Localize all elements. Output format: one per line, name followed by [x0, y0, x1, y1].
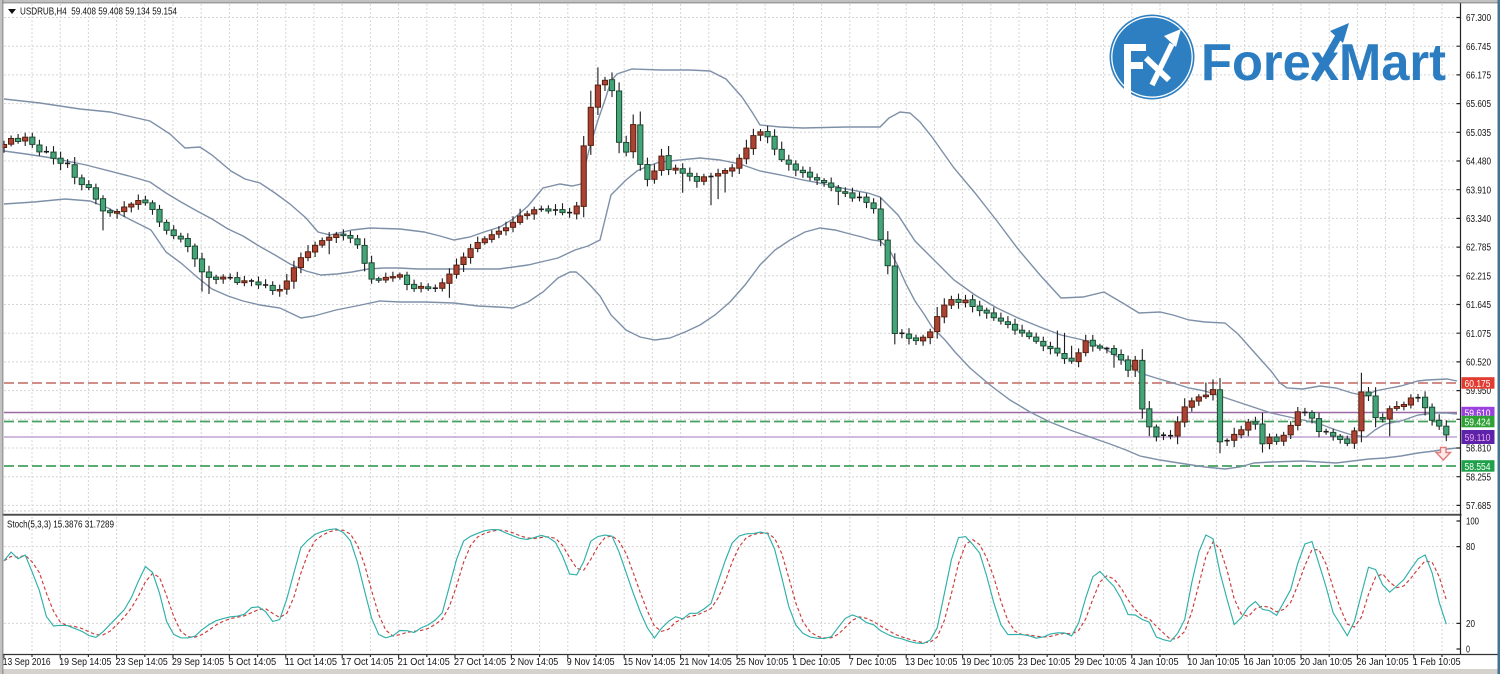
svg-text:58.255: 58.255	[1466, 472, 1491, 483]
svg-text:1 Dec 10:05: 1 Dec 10:05	[792, 656, 840, 668]
svg-text:20: 20	[1466, 618, 1475, 630]
svg-text:59.610: 59.610	[1465, 408, 1491, 419]
svg-text:60.175: 60.175	[1465, 379, 1491, 390]
svg-text:13 Sep 2016: 13 Sep 2016	[3, 656, 51, 668]
svg-text:0: 0	[1466, 644, 1470, 656]
svg-text:59.110: 59.110	[1465, 433, 1491, 444]
svg-text:64.480: 64.480	[1466, 157, 1491, 168]
svg-text:17 Oct 14:05: 17 Oct 14:05	[341, 656, 393, 668]
svg-text:59.950: 59.950	[1466, 386, 1491, 397]
svg-text:59.424: 59.424	[1465, 417, 1491, 428]
svg-text:63.340: 63.340	[1466, 214, 1491, 225]
svg-text:10 Jan 10:05: 10 Jan 10:05	[1187, 656, 1239, 668]
svg-text:58.810: 58.810	[1466, 444, 1491, 455]
svg-text:23 Dec 10:05: 23 Dec 10:05	[1018, 656, 1070, 668]
svg-text:61.645: 61.645	[1466, 300, 1491, 311]
svg-text:2 Nov 14:05: 2 Nov 14:05	[510, 656, 558, 668]
svg-text:15 Nov 14:05: 15 Nov 14:05	[623, 656, 675, 668]
svg-text:4 Jan 10:05: 4 Jan 10:05	[1131, 656, 1179, 668]
svg-text:9 Nov 14:05: 9 Nov 14:05	[567, 656, 615, 668]
svg-text:USDRUB,H4 59.408 59.408 59.13: USDRUB,H4 59.408 59.408 59.134 59.154	[20, 6, 177, 18]
svg-text:63.910: 63.910	[1466, 185, 1491, 196]
svg-text:23 Sep 14:05: 23 Sep 14:05	[116, 656, 168, 668]
svg-text:20 Jan 10:05: 20 Jan 10:05	[1300, 656, 1352, 668]
svg-text:80: 80	[1466, 541, 1475, 553]
svg-text:61.075: 61.075	[1466, 329, 1491, 340]
svg-text:100: 100	[1466, 516, 1479, 528]
svg-text:60.520: 60.520	[1466, 358, 1491, 369]
svg-text:21 Oct 14:05: 21 Oct 14:05	[398, 656, 450, 668]
svg-text:67.300: 67.300	[1466, 13, 1491, 24]
svg-text:1 Feb 10:05: 1 Feb 10:05	[1413, 656, 1461, 668]
svg-text:19 Sep 14:05: 19 Sep 14:05	[59, 656, 111, 668]
svg-text:29 Sep 14:05: 29 Sep 14:05	[172, 656, 224, 668]
svg-text:11 Oct 14:05: 11 Oct 14:05	[285, 656, 337, 668]
svg-text:65.605: 65.605	[1466, 99, 1491, 110]
svg-text:19 Dec 10:05: 19 Dec 10:05	[962, 656, 1014, 668]
svg-text:57.685: 57.685	[1466, 501, 1491, 512]
svg-text:27 Oct 14:05: 27 Oct 14:05	[454, 656, 506, 668]
svg-text:26 Jan 10:05: 26 Jan 10:05	[1356, 656, 1408, 668]
svg-text:Stoch(5,3,3) 15.3876 31.7289: Stoch(5,3,3) 15.3876 31.7289	[7, 520, 114, 531]
svg-text:5 Oct 14:05: 5 Oct 14:05	[228, 656, 276, 668]
svg-text:16 Jan 10:05: 16 Jan 10:05	[1244, 656, 1296, 668]
svg-text:62.215: 62.215	[1466, 271, 1491, 282]
svg-text:66.745: 66.745	[1466, 42, 1491, 53]
svg-text:29 Dec 10:05: 29 Dec 10:05	[1074, 656, 1126, 668]
svg-text:58.554: 58.554	[1465, 462, 1491, 473]
svg-text:7 Dec 10:05: 7 Dec 10:05	[849, 656, 897, 668]
svg-text:66.175: 66.175	[1466, 71, 1491, 82]
svg-text:25 Nov 10:05: 25 Nov 10:05	[736, 656, 788, 668]
svg-text:65.035: 65.035	[1466, 128, 1491, 139]
svg-text:21 Nov 14:05: 21 Nov 14:05	[680, 656, 732, 668]
svg-text:62.785: 62.785	[1466, 243, 1491, 254]
svg-text:13 Dec 10:05: 13 Dec 10:05	[905, 656, 957, 668]
